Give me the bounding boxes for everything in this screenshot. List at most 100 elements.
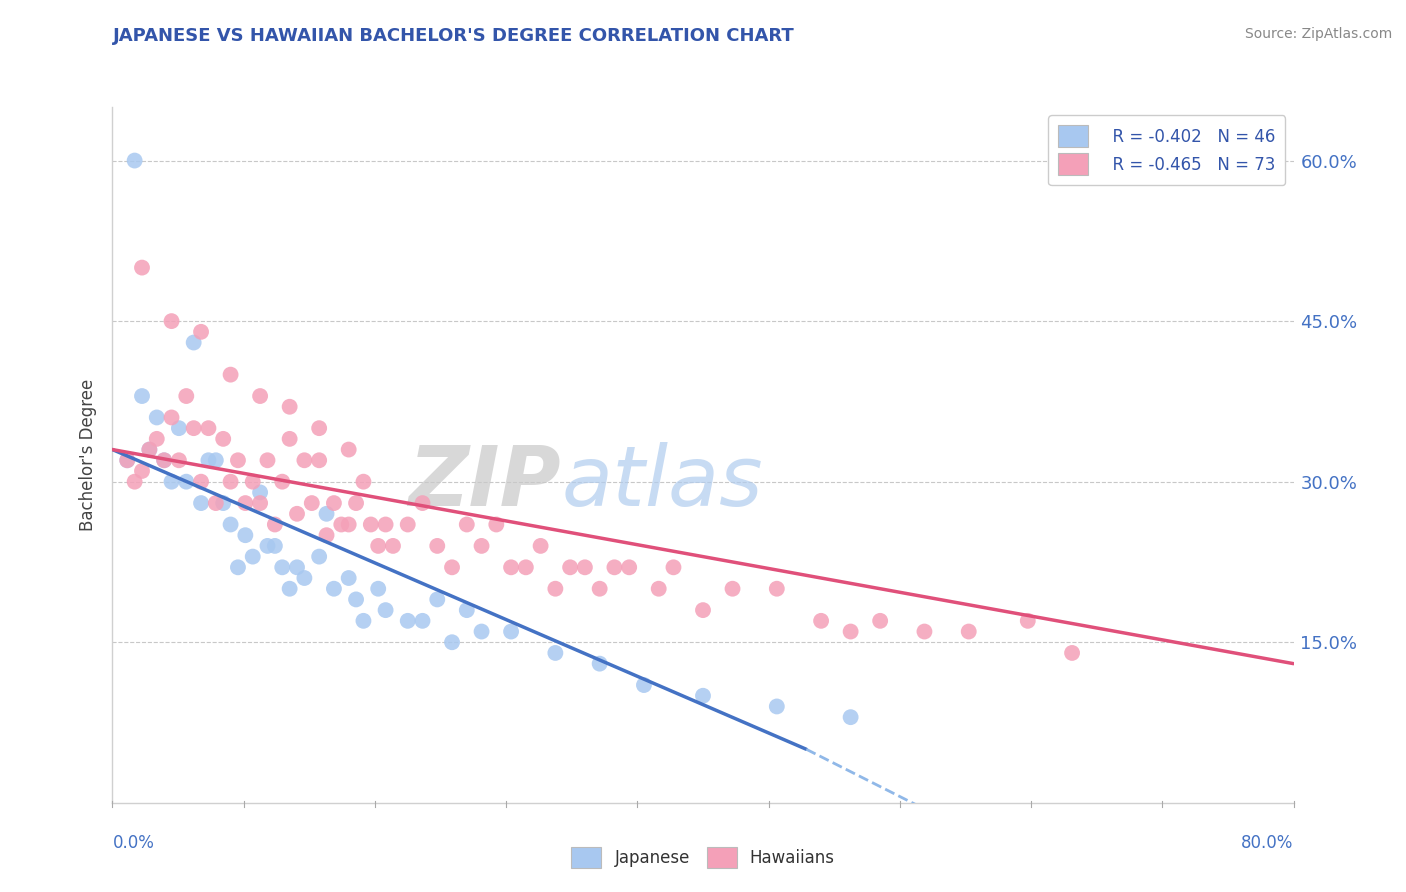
Point xyxy=(292,571,315,585)
Point xyxy=(308,453,330,467)
Point xyxy=(131,389,153,403)
Point xyxy=(233,528,256,542)
Legend:   R = -0.402   N = 46,   R = -0.465   N = 73: R = -0.402 N = 46, R = -0.465 N = 73 xyxy=(1049,115,1285,185)
Point xyxy=(138,442,160,457)
Point xyxy=(190,496,212,510)
Point xyxy=(470,539,494,553)
Point xyxy=(412,496,434,510)
Point xyxy=(153,453,176,467)
Point xyxy=(588,582,610,596)
Point xyxy=(515,560,537,574)
Point xyxy=(315,528,337,542)
Point xyxy=(249,496,271,510)
Point xyxy=(226,453,249,467)
Point xyxy=(344,496,367,510)
Point xyxy=(146,410,169,425)
Point xyxy=(212,496,235,510)
Point xyxy=(352,475,374,489)
Point xyxy=(692,603,714,617)
Point xyxy=(721,582,744,596)
Point xyxy=(190,475,212,489)
Point xyxy=(337,571,360,585)
Point xyxy=(544,582,567,596)
Point xyxy=(278,400,301,414)
Point xyxy=(1062,646,1084,660)
Point xyxy=(174,475,197,489)
Point xyxy=(308,421,330,435)
Point xyxy=(766,699,789,714)
Point xyxy=(352,614,374,628)
Point xyxy=(662,560,685,574)
Point xyxy=(485,517,508,532)
Point xyxy=(242,549,264,564)
Point xyxy=(264,539,287,553)
Point xyxy=(131,260,153,275)
Point xyxy=(588,657,610,671)
Point xyxy=(374,603,396,617)
Point xyxy=(271,475,294,489)
Point xyxy=(337,442,360,457)
Point xyxy=(205,496,228,510)
Point xyxy=(456,603,478,617)
Point xyxy=(456,517,478,532)
Point xyxy=(323,496,346,510)
Point xyxy=(117,453,138,467)
Point xyxy=(308,549,330,564)
Point xyxy=(174,389,197,403)
Point xyxy=(619,560,641,574)
Text: 0.0%: 0.0% xyxy=(112,834,155,852)
Text: JAPANESE VS HAWAIIAN BACHELOR'S DEGREE CORRELATION CHART: JAPANESE VS HAWAIIAN BACHELOR'S DEGREE C… xyxy=(112,27,794,45)
Point xyxy=(167,421,190,435)
Point xyxy=(249,485,271,500)
Point xyxy=(124,153,146,168)
Point xyxy=(560,560,582,574)
Point xyxy=(212,432,235,446)
Point xyxy=(374,517,396,532)
Point xyxy=(957,624,980,639)
Point xyxy=(647,582,671,596)
Point xyxy=(117,453,138,467)
Point xyxy=(323,582,346,596)
Point xyxy=(337,517,360,532)
Point xyxy=(219,368,242,382)
Legend: Japanese, Hawaiians: Japanese, Hawaiians xyxy=(564,840,842,875)
Point xyxy=(205,453,228,467)
Point xyxy=(633,678,655,692)
Point xyxy=(160,475,183,489)
Point xyxy=(242,475,264,489)
Point xyxy=(131,464,153,478)
Point xyxy=(692,689,714,703)
Point xyxy=(233,496,256,510)
Text: ZIP: ZIP xyxy=(409,442,561,524)
Point xyxy=(271,560,294,574)
Point xyxy=(501,560,523,574)
Point xyxy=(124,475,146,489)
Point xyxy=(219,517,242,532)
Point xyxy=(197,453,219,467)
Point xyxy=(426,539,449,553)
Point xyxy=(256,539,278,553)
Point xyxy=(426,592,449,607)
Point xyxy=(160,314,183,328)
Point xyxy=(264,517,287,532)
Point xyxy=(382,539,405,553)
Point xyxy=(285,560,308,574)
Point xyxy=(219,475,242,489)
Point xyxy=(278,432,301,446)
Point xyxy=(292,453,315,467)
Point xyxy=(160,410,183,425)
Point xyxy=(1017,614,1039,628)
Point xyxy=(529,539,551,553)
Point xyxy=(183,335,205,350)
Point xyxy=(367,539,389,553)
Point xyxy=(603,560,626,574)
Point xyxy=(869,614,891,628)
Point xyxy=(839,624,862,639)
Point xyxy=(256,453,278,467)
Point xyxy=(146,432,169,446)
Point xyxy=(367,582,389,596)
Y-axis label: Bachelor's Degree: Bachelor's Degree xyxy=(79,379,97,531)
Point xyxy=(278,582,301,596)
Point xyxy=(190,325,212,339)
Point xyxy=(412,614,434,628)
